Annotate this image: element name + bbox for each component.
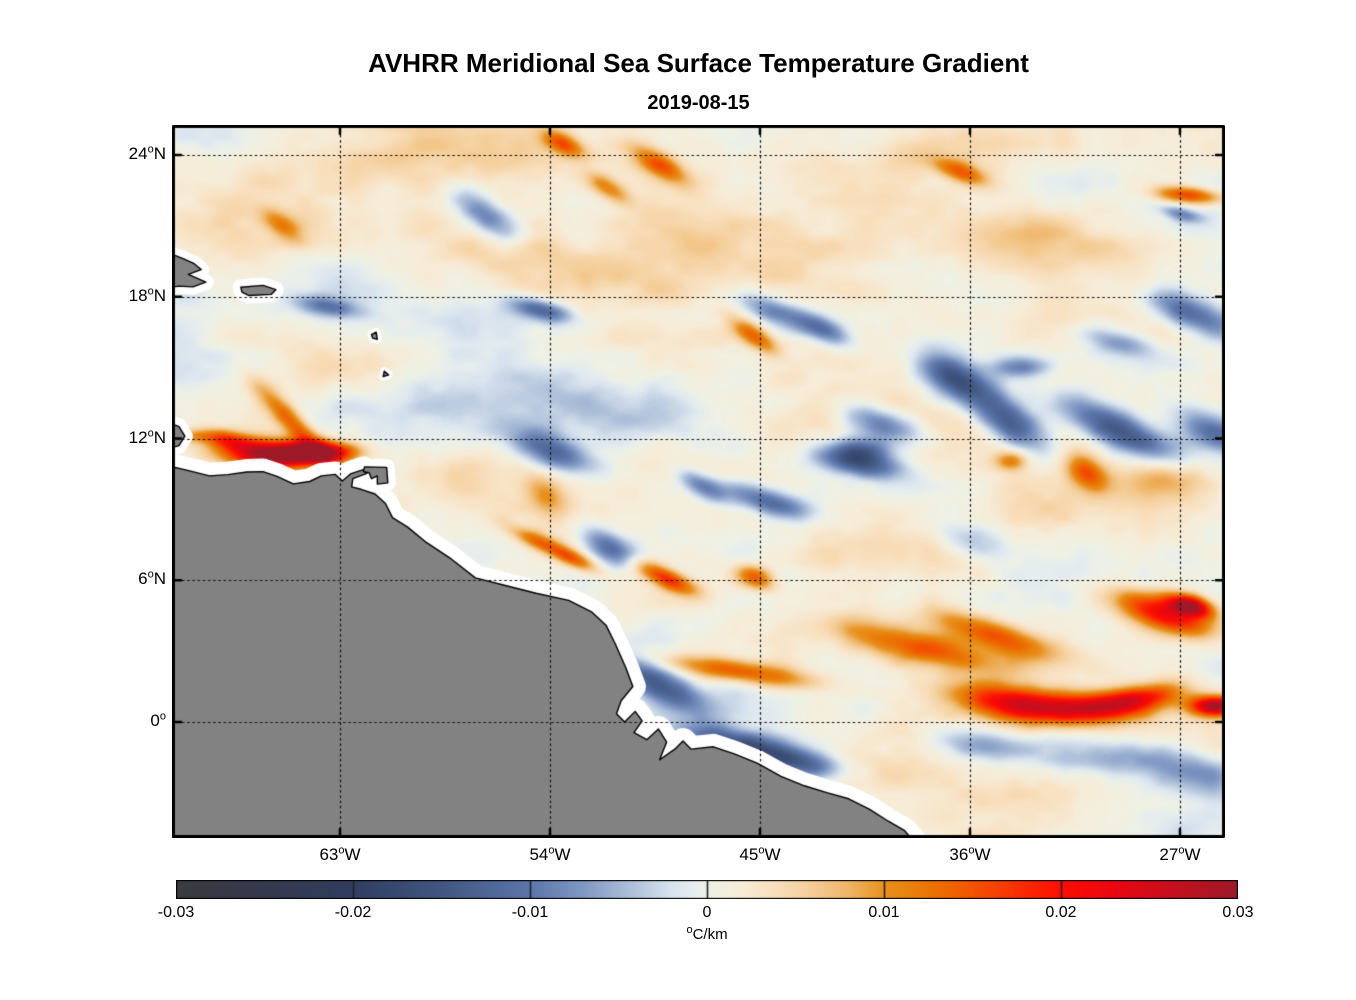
x-tick-label: 27oW [1159,844,1201,864]
x-tick-label: 45oW [739,844,781,864]
colorbar-unit-label: oC/km [647,924,767,944]
colorbar-canvas [176,880,1238,899]
degree-symbol: o [686,924,693,936]
colorbar-tick-label: -0.03 [157,904,195,921]
figure-title: AVHRR Meridional Sea Surface Temperature… [368,48,1029,78]
colorbar-tick-label: 0.03 [1222,904,1254,921]
y-tick-label: 24oN [128,143,166,163]
y-tick-label: 18oN [128,285,166,305]
map-canvas [172,125,1225,838]
colorbar-tick-label: -0.01 [511,904,549,921]
colorbar-tick-label: 0.01 [868,904,900,921]
colorbar-tick-label: 0 [702,904,712,921]
x-tick-label: 36oW [949,844,991,864]
colorbar-unit-text: C/km [692,926,728,943]
y-tick-label: 6oN [138,568,166,589]
colorbar-tick-label: 0.02 [1045,904,1077,921]
y-tick-label: 0o [150,710,166,730]
y-tick-label: 12oN [128,426,166,447]
x-tick-label: 54oW [529,844,571,864]
x-tick-label: 63oW [319,844,361,864]
colorbar-tick-label: -0.02 [334,904,372,921]
figure-date: 2019-08-15 [647,92,750,114]
